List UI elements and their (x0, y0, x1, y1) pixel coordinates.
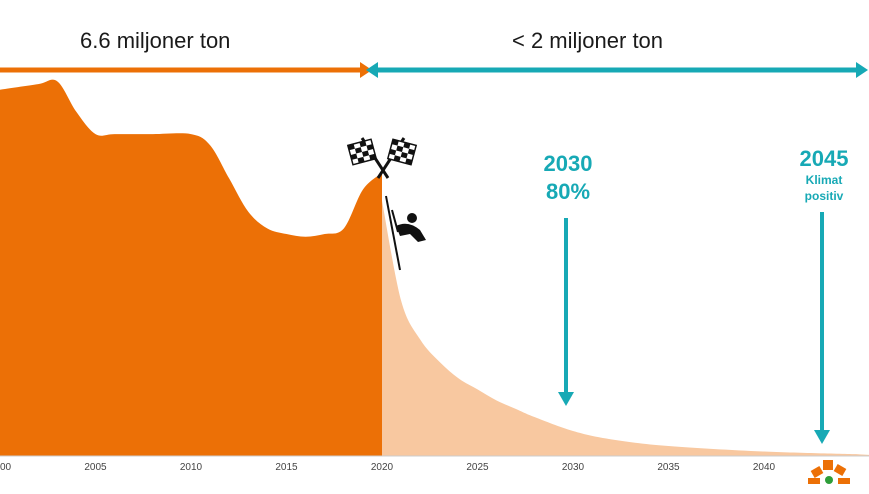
header-arrows (0, 62, 868, 78)
x-tick-label: 2000 (0, 462, 12, 473)
x-ticks: 2000 2005 2010 2015 2020 2025 2030 2035 2040 (0, 462, 776, 473)
x-tick-label: 2030 (562, 462, 585, 473)
checkered-flags-icon (346, 137, 418, 179)
x-tick-label: 2035 (657, 462, 680, 473)
logo-icon (808, 460, 850, 484)
historical-area (0, 79, 382, 456)
x-tick-label: 2015 (275, 462, 298, 473)
x-tick-label: 2025 (466, 462, 489, 473)
milestone-arrow-2045 (814, 212, 830, 444)
x-tick-label: 2005 (84, 462, 107, 473)
right-arrow-head-right (856, 62, 868, 78)
x-tick-label: 2010 (180, 462, 203, 473)
milestone-2045-line1: Klimat (805, 173, 843, 187)
header-right-label: < 2 miljoner ton (512, 28, 664, 53)
header-left-label: 6.6 miljoner ton (80, 28, 231, 53)
areas (0, 79, 869, 456)
x-tick-label: 2020 (371, 462, 394, 473)
milestone-2030-year: 2030 (543, 151, 593, 176)
milestone-2045-year: 2045 (799, 146, 849, 171)
milestone-arrow-2030 (558, 218, 574, 406)
projection-area (382, 200, 869, 456)
milestone-2045: 2045 Klimat positiv (784, 146, 864, 204)
x-tick-label: 2040 (753, 462, 776, 473)
right-arrow-head-left (366, 62, 378, 78)
skier-icon (385, 195, 426, 271)
milestone-2030: 2030 80% (528, 150, 608, 206)
milestone-2045-line2: positiv (804, 189, 844, 203)
milestone-2030-value: 80% (545, 179, 591, 204)
